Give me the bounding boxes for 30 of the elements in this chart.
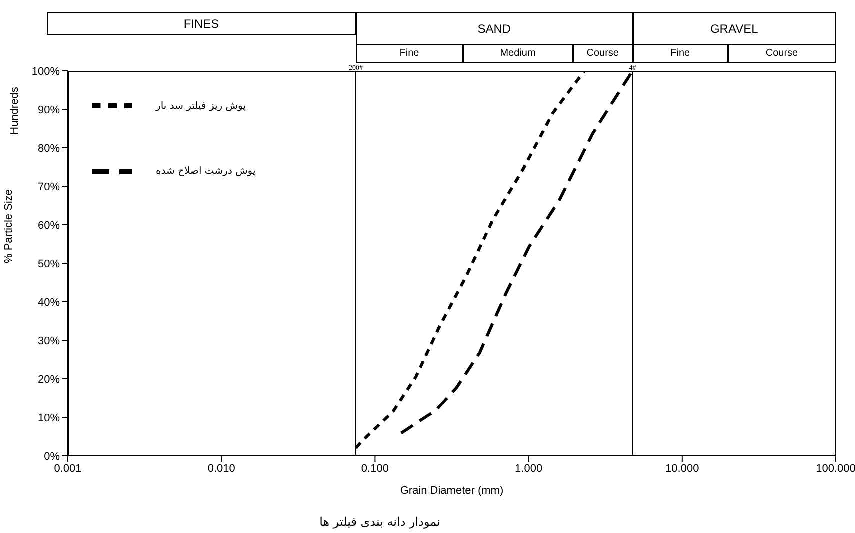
- y-tick-label: 80%: [38, 142, 60, 155]
- text: Fine: [356, 44, 463, 63]
- x-axis-title: Grain Diameter (mm): [400, 485, 504, 497]
- y-tick-label: 30%: [38, 335, 60, 348]
- text: Hundreds: [9, 86, 21, 137]
- x-tick-label: 10.000: [666, 462, 700, 475]
- y-tick-label: 60%: [38, 220, 60, 232]
- text: GRAVEL: [632, 12, 836, 45]
- y-tick-label: 90%: [38, 104, 60, 116]
- x-tick-label: 0.001: [54, 462, 82, 475]
- y-tick-label: 40%: [38, 296, 60, 309]
- y-tick-label: 20%: [38, 374, 60, 386]
- legend-label: پوش درشت اصلاح شده: [156, 166, 256, 178]
- text: Course: [573, 44, 633, 63]
- legend-label: پوش ریز فیلتر سد بار: [156, 100, 246, 112]
- y-tick-label: 70%: [38, 181, 60, 194]
- x-tick-label: 0.100: [361, 462, 389, 475]
- text: Course: [728, 44, 836, 63]
- y-tick-label: 0%: [44, 450, 60, 463]
- y-tick-label: 50%: [38, 258, 60, 270]
- text: نمودار دانه بندی فیلتر ها: [318, 515, 442, 529]
- y-tick-label: 100%: [32, 66, 60, 78]
- text: Medium: [463, 44, 573, 63]
- y-tick-label: 10%: [38, 412, 60, 424]
- x-tick-label: 1.000: [515, 462, 543, 475]
- text: Fine: [632, 44, 728, 63]
- x-tick-label: 0.010: [208, 462, 236, 475]
- text: SAND: [356, 12, 633, 45]
- y-axis-title: % Particle Size: [2, 190, 15, 264]
- text: FINES: [47, 12, 356, 35]
